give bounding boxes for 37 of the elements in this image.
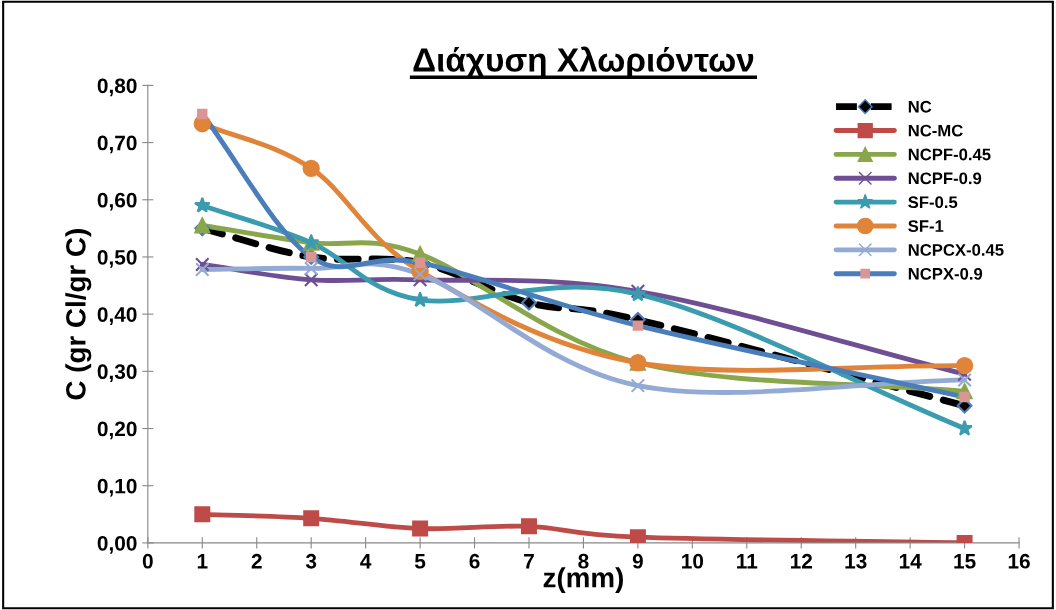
y-tick-label: 0,20: [97, 421, 137, 440]
legend-label: SF-0.5: [908, 196, 958, 209]
legend-label: NCPCX-0.45: [908, 244, 1004, 256]
x-tick-label: 8: [578, 553, 589, 569]
y-tick-label: 0,80: [97, 78, 137, 97]
x-tick-label: 13: [845, 553, 867, 569]
chart-title: Διάχυση Χλωριόντων: [413, 46, 754, 79]
y-tick-label: 0,70: [97, 135, 137, 154]
legend-label: NC-MC: [908, 124, 963, 137]
x-tick-label: 1: [197, 554, 208, 569]
x-tick-label: 2: [251, 553, 262, 569]
x-tick-label: 4: [360, 554, 372, 569]
x-tick-label: 0: [142, 553, 153, 569]
x-tick-label: 15: [954, 554, 976, 569]
y-tick-label: 0,50: [97, 249, 137, 268]
x-tick-label: 3: [305, 553, 317, 569]
legend-label: NC: [908, 100, 932, 113]
y-axis-title: C (gr Cl/gr C): [65, 229, 92, 400]
x-tick-label: 16: [1008, 553, 1030, 569]
x-tick-label: 11: [737, 554, 758, 569]
legend-label: NCPF-0.45: [908, 148, 991, 161]
y-tick-label: 0,00: [97, 535, 137, 554]
x-axis-title: z(mm): [543, 567, 623, 594]
x-tick-label: 12: [790, 553, 812, 569]
x-tick-label: 9: [632, 553, 643, 569]
y-tick-label: 0,60: [97, 192, 137, 211]
legend-label: NCPX-0.9: [908, 267, 983, 280]
x-tick-label: 14: [899, 554, 922, 569]
legend-label: SF-1: [908, 220, 944, 232]
legend-label: NCPF-0.9: [908, 172, 982, 185]
y-tick-label: 0,30: [97, 364, 137, 383]
y-tick-label: 0,10: [97, 478, 137, 497]
x-tick-label: 7: [524, 554, 534, 569]
x-tick-label: 5: [414, 554, 426, 569]
x-tick-label: 10: [682, 553, 704, 569]
x-tick-label: 6: [469, 553, 480, 569]
y-tick-label: 0,40: [97, 307, 137, 325]
